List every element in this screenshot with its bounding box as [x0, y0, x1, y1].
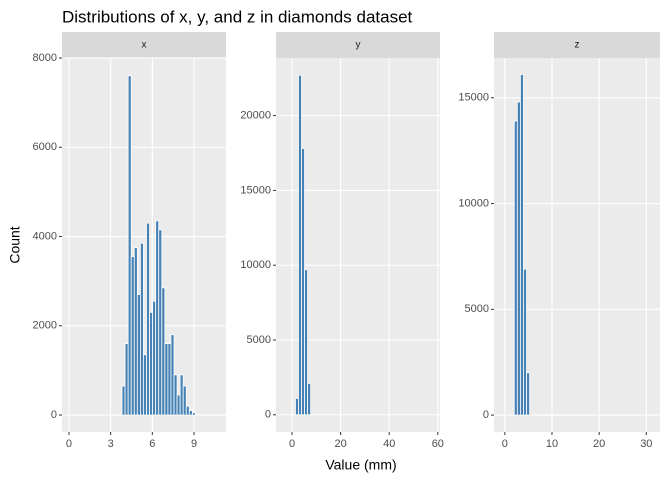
x-tick-label: 0 — [66, 438, 72, 450]
x-tick-label: 6 — [149, 438, 155, 450]
y-tick-label: 15000 — [240, 184, 271, 196]
y-tick-label: 15000 — [458, 92, 489, 104]
y-tick-label: 20000 — [240, 110, 271, 122]
x-tick-label: 0 — [502, 438, 508, 450]
histogram-bar — [176, 394, 181, 416]
y-tick-label: 0 — [483, 409, 489, 421]
histogram-bar — [295, 397, 299, 416]
histogram-bar — [127, 75, 132, 416]
histogram-bar — [520, 74, 524, 416]
y-tick-label: 10000 — [458, 197, 489, 209]
histogram-bar — [301, 148, 305, 416]
histogram-bar — [173, 374, 178, 416]
histogram-bar — [298, 74, 302, 416]
histogram-bar — [188, 410, 193, 416]
histogram-bar — [185, 405, 190, 416]
x-tick-label: 10 — [546, 438, 558, 450]
histogram-bar — [136, 294, 141, 416]
x-tick-label: 40 — [383, 438, 395, 450]
histogram-bar — [139, 242, 144, 416]
y-tick-label: 4000 — [33, 230, 57, 242]
histogram-bar — [182, 385, 187, 416]
histogram-bar — [523, 268, 527, 416]
facet-strip — [62, 32, 226, 58]
histogram-bar — [143, 354, 147, 416]
histogram-bar — [146, 222, 150, 416]
histogram-bar — [133, 247, 138, 416]
y-tick-label: 6000 — [33, 141, 57, 153]
y-tick-label: 2000 — [33, 320, 57, 332]
x-tick-label: 9 — [191, 438, 197, 450]
histogram-bar — [158, 229, 163, 416]
y-tick-label: 10000 — [240, 259, 271, 271]
y-tick-label: 5000 — [247, 334, 271, 346]
x-tick-label: 60 — [432, 438, 444, 450]
histogram-bar — [304, 269, 308, 416]
x-tick-label: 20 — [335, 438, 347, 450]
x-tick-label: 3 — [108, 438, 114, 450]
x-tick-label: 20 — [593, 438, 605, 450]
x-tick-label: 0 — [289, 438, 295, 450]
y-tick-label: 8000 — [33, 52, 57, 64]
facet-label: z — [575, 40, 580, 51]
facet-label: x — [142, 40, 147, 51]
histogram-bar — [152, 300, 157, 416]
histogram-bar — [149, 311, 154, 416]
y-tick-label: 5000 — [465, 303, 489, 315]
chart-title: Distributions of x, y, and z in diamonds… — [62, 7, 413, 26]
histogram-bar — [164, 343, 169, 416]
histogram-bar — [170, 334, 175, 416]
facet-strip — [276, 32, 440, 58]
x-tick-label: 30 — [640, 438, 652, 450]
y-axis-label: Count — [7, 226, 23, 263]
histogram-bar — [516, 101, 521, 416]
histogram-bar — [121, 385, 126, 416]
histogram-bar — [307, 382, 312, 416]
histogram-bar — [130, 256, 135, 416]
histogram-bar — [167, 343, 172, 416]
histogram-bar — [155, 220, 160, 416]
y-tick-label: 0 — [51, 409, 57, 421]
histogram-bar — [179, 374, 184, 416]
histogram-bar — [191, 412, 196, 416]
y-tick-label: 0 — [265, 409, 271, 421]
histogram-bar — [124, 343, 129, 416]
histogram-bar — [526, 372, 531, 416]
facet-label: y — [356, 40, 361, 51]
facet-strip — [494, 32, 660, 58]
histogram-bar — [513, 120, 518, 416]
x-axis-label: Value (mm) — [325, 457, 396, 473]
histogram-bar — [161, 287, 166, 416]
